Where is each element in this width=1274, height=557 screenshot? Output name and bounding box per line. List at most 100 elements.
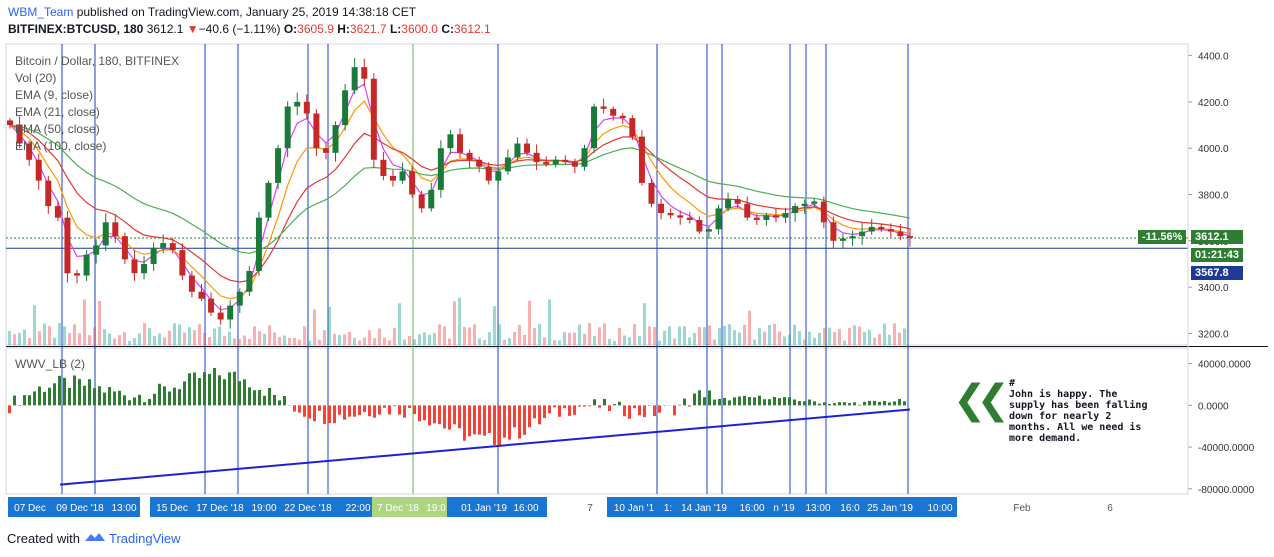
volume-bar (818, 332, 821, 345)
wwv-bar (488, 405, 491, 433)
author-link[interactable]: WBM_Team (8, 5, 74, 19)
wwv-bar (473, 405, 476, 435)
volume-bar (228, 331, 231, 345)
wwv-bar (558, 405, 561, 417)
wwv-bar (548, 405, 551, 414)
legend-ema100[interactable]: EMA (100, close) (15, 139, 107, 153)
oscillator-legend[interactable]: WWV_LB (2) (15, 357, 86, 371)
candle-body (581, 148, 588, 167)
x-tick-label: n '19 (773, 503, 795, 514)
candle-body (887, 229, 894, 232)
wwv-bar (598, 405, 601, 408)
volume-bar (203, 332, 206, 345)
volume-bar (468, 327, 471, 345)
tradingview-logo[interactable]: TradingView (84, 531, 181, 546)
volume-bar (793, 324, 796, 345)
wwv-bar (268, 387, 271, 406)
wwv-bar (348, 405, 351, 417)
wwv-bar (738, 396, 741, 406)
wwv-bar (223, 379, 226, 406)
wwv-bar (183, 381, 186, 406)
wwv-bar (818, 403, 821, 406)
wwv-bar (163, 386, 166, 406)
trend-line[interactable] (59, 408, 911, 486)
main-legend: Bitcoin / Dollar, 180, BITFINEX Vol (20)… (15, 53, 179, 155)
volume-bar (788, 335, 791, 345)
legend-ema50[interactable]: EMA (50, close) (15, 122, 100, 136)
volume-bar (408, 336, 411, 345)
wwv-bar (103, 392, 106, 406)
legend-ema21[interactable]: EMA (21, close) (15, 105, 100, 119)
wwv-bar (263, 395, 266, 406)
volume-bar (843, 340, 846, 345)
change-value: −40.6 (−1.11%) (198, 22, 281, 36)
wwv-bar (798, 401, 801, 406)
low-value: 3600.0 (401, 22, 438, 36)
legend-ema9[interactable]: EMA (9, close) (15, 88, 94, 102)
close-value: 3612.1 (453, 22, 491, 36)
volume-bar (368, 330, 371, 345)
volume-bar (518, 324, 521, 345)
volume-bar (43, 323, 46, 345)
wwv-bar (23, 395, 26, 406)
volume-bar (768, 324, 771, 345)
wwv-bar (378, 405, 381, 415)
wwv-bar (18, 405, 21, 406)
candle-body (466, 152, 473, 160)
candle-body (236, 291, 243, 306)
x-tick-label: Feb (1013, 503, 1031, 514)
wwv-bar (233, 371, 236, 406)
wwv-bar (788, 397, 791, 406)
volume-bar (508, 338, 511, 345)
candle-body (409, 171, 416, 195)
volume-bar (723, 325, 726, 345)
wwv-bar (718, 398, 721, 406)
x-tick-label: 22:00 (345, 503, 370, 514)
wwv-bar (698, 390, 701, 406)
legend-title[interactable]: Bitcoin / Dollar, 180, BITFINEX (15, 54, 180, 68)
volume-bar (138, 333, 141, 345)
wwv-bar (573, 405, 576, 415)
volume-bar (143, 323, 146, 345)
wwv-bar (58, 375, 61, 406)
volume-bar (323, 330, 326, 345)
volume-bar (683, 326, 686, 345)
y-tick-label: 4400.0 (1198, 52, 1229, 63)
wwv-bar (833, 403, 836, 406)
wwv-bar (48, 387, 51, 406)
x-axis-range (447, 497, 547, 517)
candle-body (619, 115, 626, 119)
candle-body (562, 159, 569, 163)
volume-bar (728, 324, 731, 345)
x-tick-label: 1: (664, 503, 672, 514)
wwv-bar (193, 372, 196, 406)
candle-body (677, 215, 684, 218)
volume-bar (188, 327, 191, 345)
candle-body (437, 148, 444, 190)
volume-bar (743, 324, 746, 345)
volume-bar (838, 328, 841, 345)
wwv-bar (313, 405, 316, 422)
volume-bar (248, 338, 251, 345)
volume-bar (238, 338, 241, 345)
created-with: Created with (7, 531, 80, 546)
candle-body (820, 201, 827, 223)
annotation-note[interactable]: # John is happy. The supply has been fal… (1009, 378, 1159, 444)
wwv-bar (248, 387, 251, 406)
wwv-bar (623, 405, 626, 417)
volume-bar (578, 324, 581, 345)
percent-tag: -11.56% (1138, 230, 1187, 244)
volume-bar (358, 340, 361, 345)
volume-bar (748, 310, 751, 345)
candle-body (351, 67, 358, 91)
volume-bar (423, 332, 426, 345)
wwv-bar (38, 386, 41, 406)
volume-bar (398, 303, 401, 345)
candle-body (667, 213, 674, 216)
candle-body (801, 203, 808, 207)
legend-vol[interactable]: Vol (20) (15, 71, 57, 85)
volume-bar (223, 335, 226, 345)
wwv-bar (883, 401, 886, 406)
wwv-bar (133, 397, 136, 406)
